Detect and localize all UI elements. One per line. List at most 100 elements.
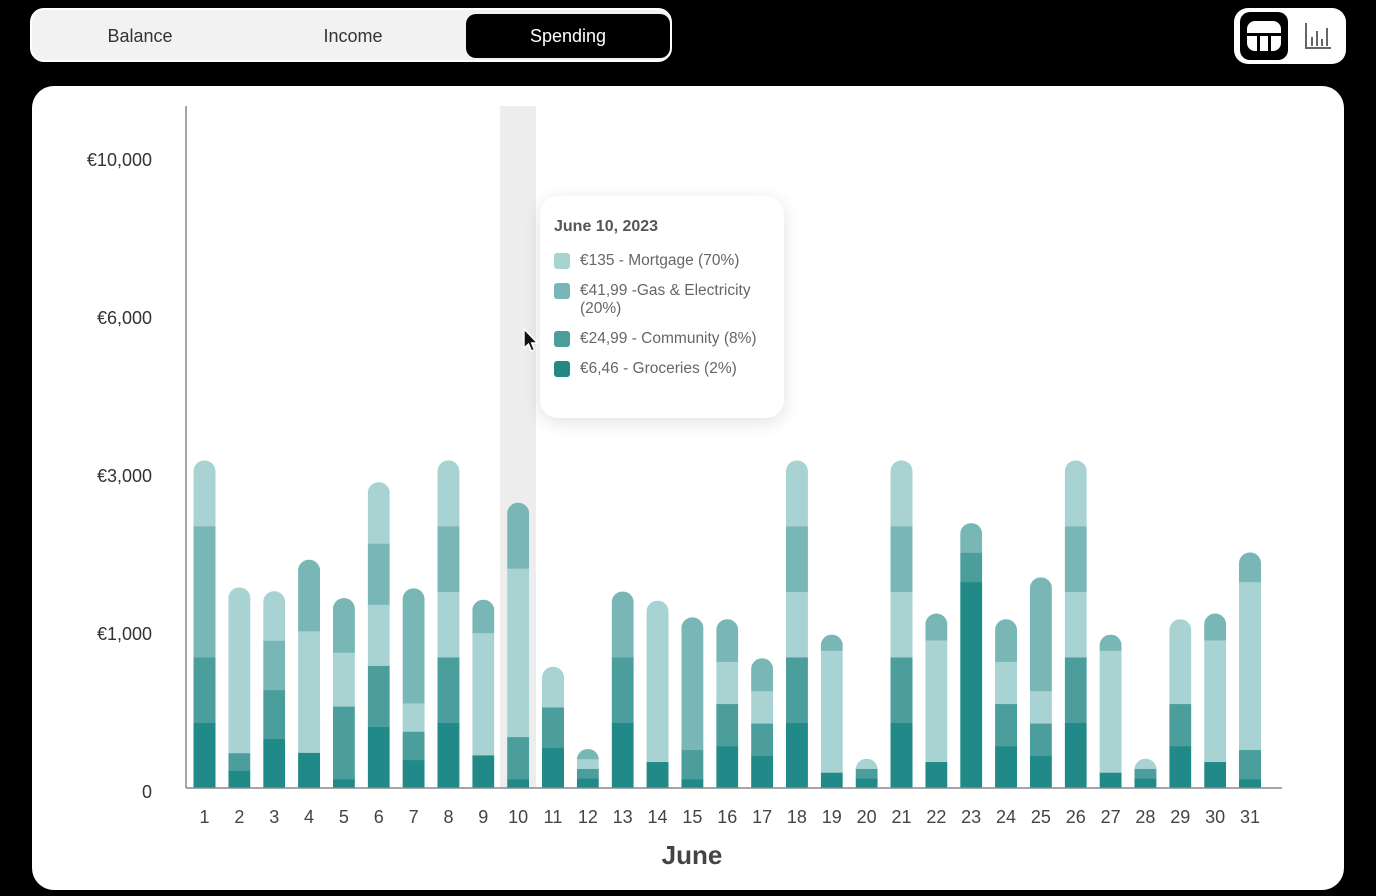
bar-group-day-20[interactable] xyxy=(855,758,878,789)
bar-group-day-23[interactable] xyxy=(960,523,983,789)
bar-segment-mortgage[interactable] xyxy=(367,604,390,666)
bar-segment-community[interactable] xyxy=(1029,723,1052,757)
bar-segment-groceries[interactable] xyxy=(751,755,774,789)
bar-group-day-8[interactable] xyxy=(437,460,460,789)
bar-segment-groceries[interactable] xyxy=(1239,778,1261,789)
bar-segment-groceries[interactable] xyxy=(855,778,878,789)
bar-segment-community[interactable] xyxy=(402,731,425,761)
bar-segment-mortgage[interactable] xyxy=(367,482,390,544)
bar-segment-groceries[interactable] xyxy=(1169,745,1192,789)
bar-segment-groceries[interactable] xyxy=(263,738,286,789)
bar-segment-mortgage[interactable] xyxy=(716,661,739,705)
bar-segment-gas-electricity[interactable] xyxy=(298,559,321,596)
bar-segment-community[interactable] xyxy=(995,703,1018,747)
bar-group-day-21[interactable] xyxy=(890,460,913,789)
bar-segment-gas-electricity[interactable] xyxy=(1064,525,1087,592)
bar-group-day-30[interactable] xyxy=(1204,613,1227,789)
bar-segment-gas-electricity[interactable] xyxy=(332,598,355,653)
bar-segment-community[interactable] xyxy=(507,736,530,780)
bar-group-day-26[interactable] xyxy=(1064,460,1087,789)
bar-group-day-10[interactable] xyxy=(507,502,530,789)
bar-group-day-18[interactable] xyxy=(785,460,808,789)
bar-segment-mortgage[interactable] xyxy=(228,587,251,754)
bar-group-day-28[interactable] xyxy=(1134,758,1157,789)
bar-segment-mortgage[interactable] xyxy=(1029,690,1052,724)
bar-segment-gas-electricity[interactable] xyxy=(960,523,983,553)
bar-group-day-16[interactable] xyxy=(716,619,739,789)
bar-segment-mortgage[interactable] xyxy=(332,652,355,707)
bar-segment-gas-electricity[interactable] xyxy=(611,591,634,658)
bar-segment-mortgage[interactable] xyxy=(576,758,599,769)
bar-segment-gas-electricity[interactable] xyxy=(1099,634,1122,651)
bar-segment-mortgage[interactable] xyxy=(890,591,913,658)
bar-segment-groceries[interactable] xyxy=(960,581,983,789)
bar-segment-groceries[interactable] xyxy=(681,778,704,789)
bar-segment-groceries[interactable] xyxy=(716,745,739,789)
bar-group-day-15[interactable] xyxy=(681,617,704,789)
bar-segment-mortgage[interactable] xyxy=(472,632,495,756)
bar-segment-mortgage[interactable] xyxy=(507,568,530,738)
bar-segment-community[interactable] xyxy=(228,752,251,771)
bar-segment-gas-electricity[interactable] xyxy=(995,619,1018,662)
bar-group-day-22[interactable] xyxy=(925,613,948,789)
tab-spending[interactable]: Spending xyxy=(466,14,670,58)
bar-segment-groceries[interactable] xyxy=(1134,778,1157,789)
bar-segment-gas-electricity[interactable] xyxy=(1239,552,1261,583)
bar-group-day-1[interactable] xyxy=(193,460,216,789)
bar-segment-gas-electricity[interactable] xyxy=(472,599,495,634)
bar-group-day-11[interactable] xyxy=(542,666,564,789)
bar-segment-groceries[interactable] xyxy=(437,722,460,789)
bar-segment-mortgage[interactable] xyxy=(751,690,774,724)
bar-segment-groceries[interactable] xyxy=(995,745,1018,789)
bar-segment-community[interactable] xyxy=(785,656,808,723)
bar-segment-groceries[interactable] xyxy=(402,759,425,789)
bar-segment-gas-electricity[interactable] xyxy=(576,748,599,760)
bar-segment-community[interactable] xyxy=(681,749,704,780)
bar-segment-mortgage[interactable] xyxy=(1204,639,1227,763)
bar-segment-groceries[interactable] xyxy=(507,778,530,789)
bar-group-day-9[interactable] xyxy=(472,599,495,789)
bar-group-day-4[interactable] xyxy=(298,559,321,789)
bar-segment-groceries[interactable] xyxy=(1099,772,1122,789)
bar-group-day-7[interactable] xyxy=(402,588,425,789)
bar-segment-mortgage[interactable] xyxy=(890,460,913,527)
bar-segment-mortgage[interactable] xyxy=(1169,661,1192,705)
bar-segment-mortgage[interactable] xyxy=(1064,460,1087,527)
bar-group-day-14[interactable] xyxy=(646,600,669,789)
bar-segment-community[interactable] xyxy=(716,703,739,747)
bar-segment-gas-electricity[interactable] xyxy=(437,525,460,592)
bar-segment-gas-electricity[interactable] xyxy=(1029,577,1052,692)
bar-segment-community[interactable] xyxy=(576,768,599,779)
bar-group-day-5[interactable] xyxy=(332,598,355,789)
bar-segment-groceries[interactable] xyxy=(646,761,669,789)
bar-segment-groceries[interactable] xyxy=(611,722,634,789)
bar-group-day-6[interactable] xyxy=(367,482,390,789)
bar-segment-mortgage[interactable] xyxy=(1169,619,1192,662)
bar-segment-community[interactable] xyxy=(263,689,286,740)
bar-segment-gas-electricity[interactable] xyxy=(925,613,948,641)
bar-segment-community[interactable] xyxy=(1134,768,1157,779)
bar-segment-community[interactable] xyxy=(1064,656,1087,723)
bar-segment-community[interactable] xyxy=(751,723,774,757)
bar-segment-groceries[interactable] xyxy=(542,747,564,789)
bar-segment-gas-electricity[interactable] xyxy=(507,502,530,569)
bar-segment-mortgage[interactable] xyxy=(542,666,564,708)
bar-segment-groceries[interactable] xyxy=(193,722,216,789)
bar-segment-mortgage[interactable] xyxy=(402,702,425,732)
bar-segment-community[interactable] xyxy=(960,552,983,583)
bar-segment-groceries[interactable] xyxy=(576,778,599,789)
bar-group-day-19[interactable] xyxy=(820,634,843,789)
bar-segment-groceries[interactable] xyxy=(1204,761,1227,789)
bar-segment-groceries[interactable] xyxy=(367,726,390,789)
bar-segment-community[interactable] xyxy=(1239,749,1261,780)
bar-segment-mortgage[interactable] xyxy=(1239,581,1261,751)
bar-segment-gas-electricity[interactable] xyxy=(681,617,704,751)
bar-segment-groceries[interactable] xyxy=(472,754,495,789)
bar-segment-mortgage[interactable] xyxy=(298,630,321,753)
stacked-view-button[interactable] xyxy=(1240,12,1288,60)
bar-group-day-13[interactable] xyxy=(611,591,634,789)
bar-segment-mortgage[interactable] xyxy=(785,460,808,527)
bar-segment-groceries[interactable] xyxy=(820,772,843,789)
bar-segment-groceries[interactable] xyxy=(890,722,913,789)
bar-segment-gas-electricity[interactable] xyxy=(1204,613,1227,641)
